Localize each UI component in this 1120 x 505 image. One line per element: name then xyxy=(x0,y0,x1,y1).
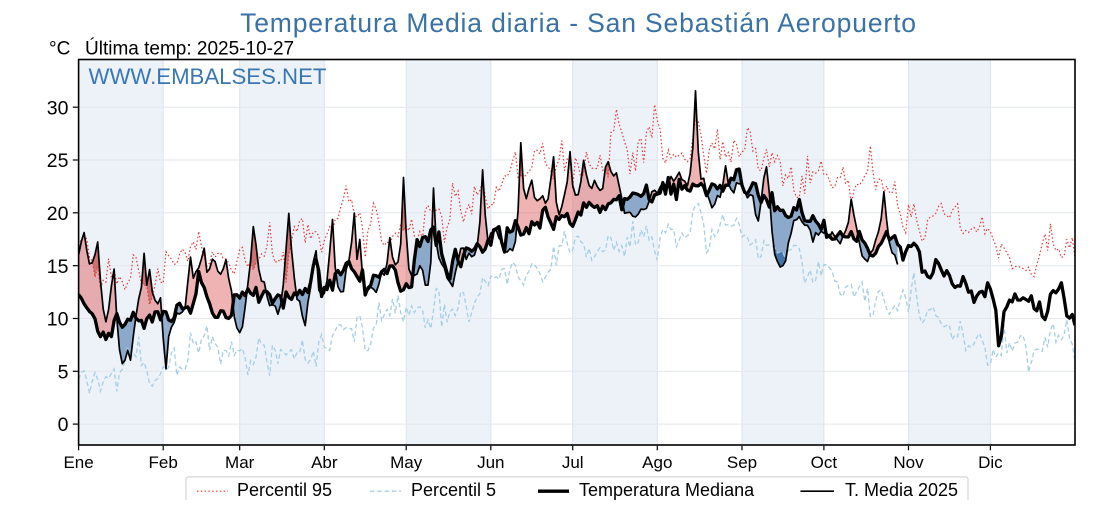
svg-text:Jul: Jul xyxy=(562,453,584,472)
svg-text:Sep: Sep xyxy=(727,453,757,472)
svg-text:T. Media 2025: T. Media 2025 xyxy=(845,480,958,500)
svg-text:0: 0 xyxy=(58,414,69,436)
svg-text:Ago: Ago xyxy=(642,453,672,472)
svg-text:Temperatura Mediana: Temperatura Mediana xyxy=(579,480,755,500)
svg-text:15: 15 xyxy=(47,256,69,278)
svg-text:10: 10 xyxy=(47,309,69,331)
svg-text:Percentil 5: Percentil 5 xyxy=(411,480,496,500)
svg-text:Percentil 95: Percentil 95 xyxy=(237,480,332,500)
svg-text:°C: °C xyxy=(49,39,70,60)
svg-text:Abr: Abr xyxy=(311,453,338,472)
svg-text:May: May xyxy=(390,453,423,472)
svg-text:20: 20 xyxy=(47,203,69,225)
svg-text:Temperatura Media diaria - San: Temperatura Media diaria - San Sebastián… xyxy=(240,8,917,38)
svg-text:Dic: Dic xyxy=(978,453,1003,472)
svg-text:Oct: Oct xyxy=(811,453,838,472)
svg-text:Ene: Ene xyxy=(63,453,93,472)
svg-text:Nov: Nov xyxy=(893,453,924,472)
svg-text:Última temp: 2025-10-27: Última temp: 2025-10-27 xyxy=(85,38,294,60)
svg-text:WWW.EMBALSES.NET: WWW.EMBALSES.NET xyxy=(89,64,327,89)
svg-text:Feb: Feb xyxy=(149,453,178,472)
svg-text:Mar: Mar xyxy=(225,453,255,472)
svg-text:25: 25 xyxy=(47,150,69,172)
svg-text:Jun: Jun xyxy=(477,453,504,472)
svg-text:5: 5 xyxy=(58,361,69,383)
svg-text:30: 30 xyxy=(47,97,69,119)
